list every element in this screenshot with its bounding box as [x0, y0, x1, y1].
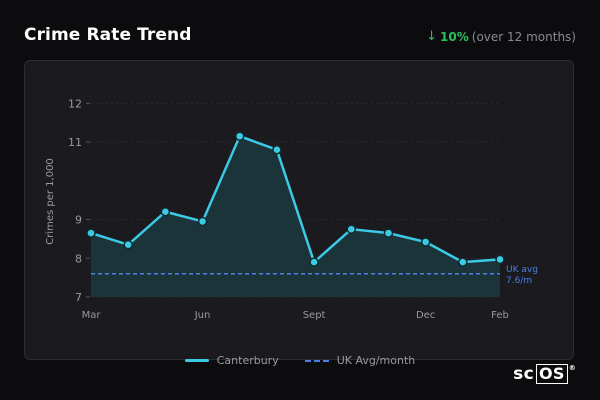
logo-text-sc: sc: [513, 364, 534, 384]
data-point: [160, 207, 171, 217]
x-tick-label: Sept: [303, 310, 326, 321]
legend-item-series[interactable]: Canterbury: [184, 354, 279, 367]
legend-average-label: UK Avg/month: [336, 354, 416, 367]
legend-item-average[interactable]: UK Avg/month: [304, 354, 416, 367]
change-period: (over 12 months): [471, 29, 576, 44]
change-percent: 10%: [440, 29, 469, 44]
data-point: [458, 257, 468, 267]
data-point: [197, 216, 208, 227]
series-line: [90, 134, 501, 264]
data-point: [346, 224, 357, 234]
y-tick-label: 7: [75, 291, 82, 304]
logo-text-os: OS: [535, 364, 568, 384]
y-tick-label: 8: [75, 252, 82, 265]
series-swatch: [184, 359, 209, 362]
average-annotation-label: UK avg: [506, 265, 538, 275]
data-point: [383, 228, 394, 238]
y-tick-label: 9: [75, 214, 82, 227]
y-tick-label: 12: [68, 97, 82, 110]
data-point: [123, 239, 133, 250]
data-point: [272, 145, 282, 155]
series-area: [91, 136, 500, 297]
legend-series-label: Canterbury: [216, 354, 279, 367]
y-tick-label: 11: [68, 136, 82, 149]
brand-logo: sc OS ®: [513, 364, 576, 384]
average-annotation-value: 7.6/m: [506, 276, 532, 286]
y-axis-title: Crimes per 1,000: [45, 158, 56, 245]
x-tick-label: Dec: [416, 310, 435, 321]
data-point: [86, 228, 96, 238]
chart-legend: Canterbury UK Avg/month: [0, 354, 600, 367]
data-point: [309, 257, 319, 267]
change-summary: ↓ 10% (over 12 months): [426, 29, 576, 44]
logo-registered-mark: ®: [568, 364, 576, 372]
down-arrow-icon: ↓: [426, 29, 438, 44]
average-swatch: [304, 359, 329, 362]
x-tick-label: Mar: [82, 310, 102, 321]
page-title: Crime Rate Trend: [24, 25, 192, 45]
data-point: [234, 131, 245, 141]
data-point: [420, 237, 431, 247]
data-point: [495, 254, 505, 265]
x-tick-label: Feb: [491, 310, 509, 321]
x-tick-label: Jun: [194, 310, 211, 321]
chart-card: [24, 60, 574, 360]
